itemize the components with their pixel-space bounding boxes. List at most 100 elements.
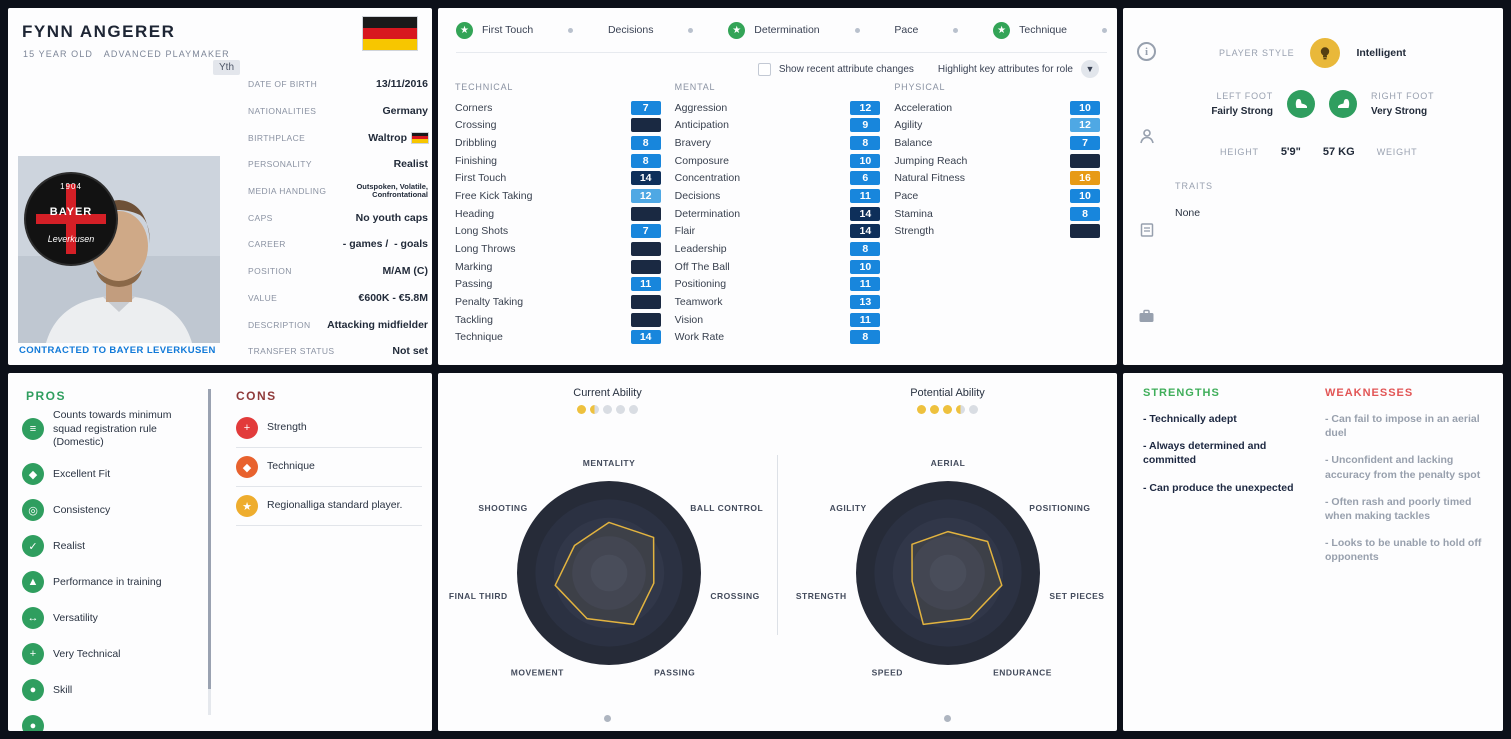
detail-value: No youth caps bbox=[355, 211, 428, 224]
detail-value: Germany bbox=[382, 105, 428, 118]
star-icon: ★ bbox=[993, 21, 1011, 39]
key-attribute-label: Pace bbox=[894, 24, 919, 36]
page-dot[interactable] bbox=[604, 715, 611, 722]
attribute-value: 14 bbox=[850, 224, 881, 239]
attribute-name: Acceleration bbox=[894, 101, 953, 114]
weight-label: WEIGHT bbox=[1376, 147, 1418, 157]
chevron-down-icon[interactable]: ▼ bbox=[1081, 60, 1099, 78]
attribute-value: 8 bbox=[850, 136, 881, 151]
attribute-row: Teamwork 13 bbox=[675, 293, 881, 311]
attribute-row: Composure 10 bbox=[675, 152, 881, 170]
attribute-row: Off The Ball 10 bbox=[675, 258, 881, 276]
attribute-name: Bravery bbox=[674, 137, 711, 150]
weaknesses-list: - Can fail to impose in an aerial duel - … bbox=[1325, 412, 1497, 564]
attribute-value: 8 bbox=[850, 241, 881, 256]
attribute-value bbox=[630, 118, 661, 133]
player-details-list: DATE OF BIRTH 13/11/2016 NATIONALITIES Germ… bbox=[248, 71, 428, 365]
attribute-name: Work Rate bbox=[674, 331, 725, 344]
attribute-row: Heading bbox=[455, 205, 661, 223]
star-icon: ★ bbox=[456, 21, 473, 39]
attribute-row: Aggression 12 bbox=[675, 99, 881, 117]
attribute-value: 7 bbox=[1070, 136, 1101, 151]
attribute-value: 12 bbox=[850, 100, 881, 115]
potential-chart-pager bbox=[778, 715, 1117, 722]
detail-label: TRANSFER STATUS bbox=[248, 346, 335, 357]
attribute-row: Work Rate 8 bbox=[675, 328, 881, 346]
potential-ability-title: Potential Ability bbox=[910, 387, 985, 399]
show-recent-changes-checkbox[interactable]: Show recent attribute changes bbox=[757, 62, 914, 76]
scrollbar-thumb[interactable] bbox=[208, 389, 211, 689]
attribute-row: Vision 11 bbox=[675, 311, 881, 329]
attribute-name: Long Shots bbox=[455, 225, 509, 238]
detail-row: CAREER - games / - goals bbox=[248, 231, 428, 258]
chart-icon: ▲ bbox=[22, 571, 44, 594]
svg-text:PASSING: PASSING bbox=[654, 668, 695, 678]
attribute-value: 7 bbox=[630, 224, 661, 239]
attribute-name: Flair bbox=[674, 225, 696, 238]
attribute-row: Passing 11 bbox=[455, 275, 661, 293]
left-foot-icon bbox=[1287, 90, 1315, 118]
ability-star bbox=[969, 405, 978, 414]
detail-label: CAPS bbox=[248, 212, 273, 223]
attribute-row: Pace 10 bbox=[894, 187, 1101, 205]
detail-value: €600K - €5.8M bbox=[358, 291, 428, 304]
attribute-name: Marking bbox=[455, 260, 493, 273]
attribute-name: Tackling bbox=[455, 313, 493, 326]
attribute-name: Stamina bbox=[894, 207, 933, 220]
body-measurements-icon bbox=[1138, 128, 1156, 151]
checkbox-icon[interactable] bbox=[757, 62, 771, 76]
attribute-value: 8 bbox=[630, 136, 661, 151]
svg-text:CROSSING: CROSSING bbox=[710, 591, 759, 601]
attribute-name: Crossing bbox=[455, 119, 497, 132]
strength-item: - Can produce the unexpected bbox=[1143, 481, 1294, 494]
highlight-role-dropdown[interactable]: Highlight key attributes for role ▼ bbox=[938, 60, 1099, 78]
attribute-value bbox=[630, 294, 661, 309]
detail-row: NATIONALITIES Germany bbox=[248, 98, 428, 125]
traits-label: TRAITS bbox=[1175, 181, 1214, 191]
contracted-club-link[interactable]: CONTRACTED TO BAYER LEVERKUSEN bbox=[19, 345, 216, 356]
detail-row: MEDIA HANDLING Outspoken, Volatile, Confr… bbox=[248, 178, 428, 205]
attribute-value: 8 bbox=[630, 153, 661, 168]
attribute-row: Positioning 11 bbox=[675, 275, 881, 293]
attribute-name: Off The Ball bbox=[674, 260, 730, 273]
check-icon: ✓ bbox=[22, 535, 44, 558]
cons-item-label: Technique bbox=[267, 460, 315, 473]
list-item: ▲ Performance in training bbox=[22, 571, 200, 594]
detail-value: Outspoken, Volatile, Confrontational bbox=[356, 181, 428, 200]
youth-badge: Yth bbox=[213, 60, 241, 75]
attribute-value bbox=[1070, 224, 1101, 239]
pros-list: ≡ Counts towards minimum squad registrati… bbox=[22, 409, 200, 731]
detail-value: Not set bbox=[392, 345, 428, 358]
attribute-value: 11 bbox=[850, 312, 881, 327]
info-icon[interactable]: i bbox=[1137, 42, 1156, 61]
svg-text:SPEED: SPEED bbox=[872, 668, 903, 678]
left-foot-value: Fairly Strong bbox=[1211, 106, 1273, 117]
pros-scrollbar[interactable] bbox=[208, 389, 211, 715]
plus-icon: + bbox=[236, 417, 258, 439]
list-item: ◆ Excellent Fit bbox=[22, 463, 200, 486]
attribute-name: Passing bbox=[455, 278, 493, 291]
scout-report-panel: STRENGTHS - Technically adept - Always de… bbox=[1123, 373, 1503, 731]
detail-value: M/AM (C) bbox=[382, 265, 429, 278]
key-attribute: Decisions bbox=[608, 24, 654, 36]
attribute-name: Natural Fitness bbox=[894, 172, 965, 185]
list-item: ≡ Counts towards minimum squad registrati… bbox=[22, 409, 200, 450]
attribute-row: First Touch 14 bbox=[455, 170, 661, 188]
ability-panel: Current Ability Potential Ability MENTAL… bbox=[438, 373, 1117, 731]
current-chart-pager bbox=[438, 715, 777, 722]
player-info-panel: FYNN ANGERER 15 YEAR OLD ADVANCED PLAYMA… bbox=[8, 8, 432, 365]
weakness-item: - Looks to be unable to hold off opponen… bbox=[1325, 537, 1482, 564]
detail-label: VALUE bbox=[248, 292, 278, 303]
attribute-value bbox=[1070, 153, 1101, 168]
list-item: ● Skill bbox=[22, 679, 200, 702]
attribute-row: Strength bbox=[894, 222, 1101, 240]
detail-row: VALUE €600K - €5.8M bbox=[248, 285, 428, 312]
detail-label: POSITION bbox=[248, 266, 292, 277]
key-attribute: ★ Determination bbox=[728, 21, 820, 39]
player-subtitle: 15 YEAR OLD ADVANCED PLAYMAKER bbox=[23, 49, 230, 59]
pros-item-label: Counts towards minimum squad registratio… bbox=[53, 409, 172, 449]
attribute-row: Anticipation 9 bbox=[675, 117, 881, 135]
page-dot[interactable] bbox=[944, 715, 951, 722]
attribute-value: 13 bbox=[850, 294, 881, 309]
strength-item: - Always determined and committed bbox=[1143, 440, 1267, 467]
